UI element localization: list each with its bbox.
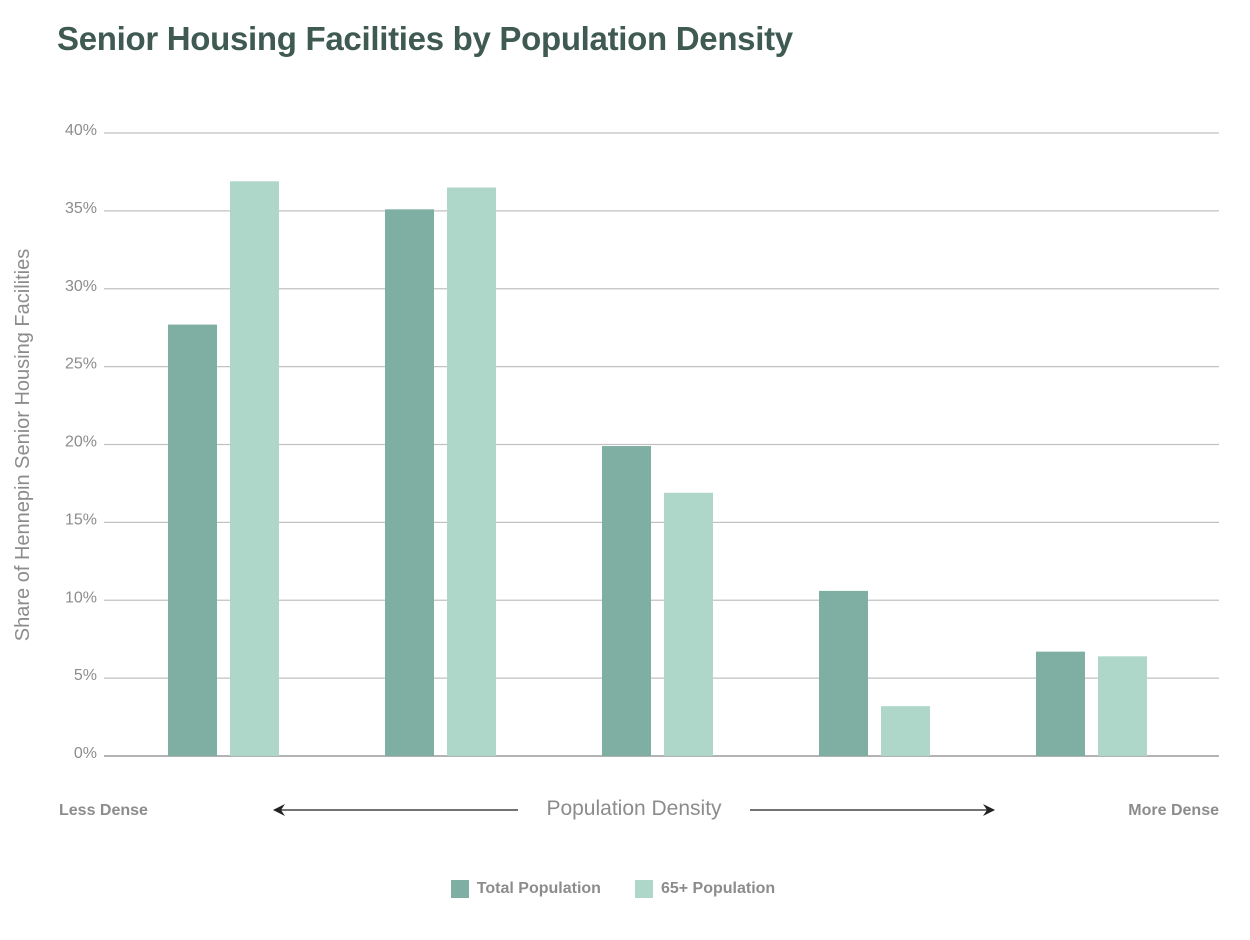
bar-total-population — [168, 324, 217, 756]
legend-item-total-population: Total Population — [450, 880, 601, 898]
y-tick-label: 10% — [65, 589, 97, 606]
bar-65-population — [447, 187, 496, 756]
bar-total-population — [602, 446, 651, 756]
bar-65-population — [881, 706, 930, 756]
bar-65-population — [664, 492, 713, 756]
x-axis-label: Population Density — [546, 797, 722, 820]
bar-65-population — [230, 181, 279, 757]
legend-label-65: 65+ Population — [660, 880, 776, 897]
y-tick-label: 35% — [65, 200, 97, 217]
x-annotation-right: More Dense — [1128, 802, 1219, 819]
bar-total-population — [1036, 651, 1085, 756]
bar-total-population — [385, 209, 434, 756]
bar-65-population — [1098, 656, 1147, 756]
legend-swatch-total — [450, 880, 469, 898]
y-tick-label: 15% — [65, 511, 97, 528]
y-tick-label: 5% — [74, 667, 97, 684]
gridlines — [104, 132, 1219, 757]
bar-total-population — [819, 590, 868, 756]
chart-title: Senior Housing Facilities by Population … — [57, 20, 793, 57]
y-tick-label: 20% — [65, 434, 97, 451]
y-tick-label: 30% — [65, 278, 97, 295]
y-axis-label: Share of Hennepin Senior Housing Facilit… — [12, 249, 34, 641]
legend-item-65-population: 65+ Population — [634, 880, 776, 898]
y-axis-ticks: 0% 5% 10% 15% 20% 25% 30% 35% 40% — [65, 122, 97, 762]
legend-swatch-65 — [634, 880, 653, 898]
x-annotation-left: Less Dense — [59, 802, 148, 819]
legend-label-total: Total Population — [476, 880, 601, 897]
legend: Total Population 65+ Population — [0, 880, 1226, 898]
y-tick-label: 40% — [65, 122, 97, 139]
y-tick-label: 0% — [74, 745, 97, 762]
y-tick-label: 25% — [65, 356, 97, 373]
bars — [168, 181, 1147, 757]
bar-chart: 0% 5% 10% 15% 20% 25% 30% 35% 40% Share of Henne… — [12, 122, 1219, 820]
